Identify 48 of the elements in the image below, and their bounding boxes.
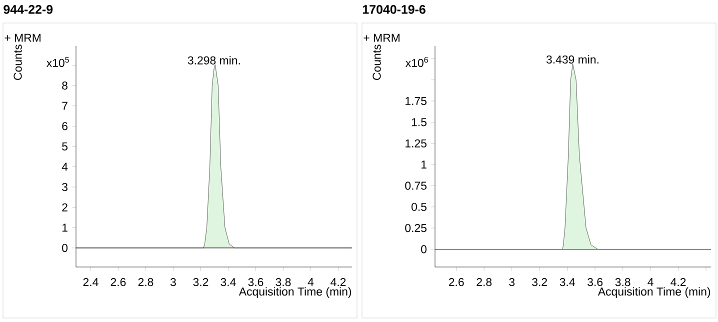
x-tick-label: 3.8 (276, 278, 291, 286)
x-tick-label: 4 (308, 278, 314, 286)
y-tick-label: 0 (62, 244, 68, 252)
x-tick-label: 3.6 (588, 278, 603, 286)
text: + MRM (364, 34, 400, 42)
x-tick-label: 4.2 (330, 278, 346, 286)
chart-title: 944-22-9 (4, 5, 53, 14)
y-tick-label: 0.25 (405, 224, 427, 232)
y-tick-label: 7 (62, 102, 68, 110)
y-tick-label: 5 (62, 142, 68, 150)
x-tick-label: 3.8 (615, 278, 630, 286)
x-tick-label: 3.2 (193, 278, 208, 286)
x-tick-label: 4.2 (670, 278, 686, 286)
x-tick-label: 4 (648, 278, 654, 286)
x-tick-label: 3.6 (248, 278, 264, 286)
y-tick-label: 0.75 (405, 182, 427, 190)
y-tick-label: 8 (62, 82, 68, 90)
x-tick-label: 3.4 (560, 278, 575, 286)
x-tick-label: 3 (170, 278, 176, 286)
x-tick-label: 2.4 (83, 278, 98, 286)
text: + MRM (4, 34, 40, 42)
y-tick-label: 1.5 (412, 118, 427, 126)
y-tick-label: 0 (421, 245, 427, 254)
y-axis-title: Counts (372, 44, 381, 80)
x-tick-label: 2.8 (138, 278, 154, 286)
y-tick-label: 1 (421, 160, 426, 168)
x-tick-label: 3 (509, 278, 515, 286)
y-tick-label: 6 (62, 122, 68, 130)
x-tick-label: 2.6 (110, 278, 126, 286)
x-axis-title: Acquisition Time (min) (598, 287, 710, 298)
x-tick-label: 3.2 (532, 278, 547, 286)
y-tick-label: 4 (62, 162, 68, 171)
x-tick-label: 2.6 (448, 278, 464, 286)
y-tick-label: 0.5 (412, 202, 427, 211)
chart-title: 17040-19-6 (362, 5, 426, 14)
annotation: 3.439 min. (546, 55, 598, 64)
x-axis-title: Acquisition Time (min) (238, 287, 352, 298)
x-tick-label: 3.4 (220, 278, 236, 286)
annotation: 3.298 min. (188, 56, 240, 64)
y-axis-title: Counts (14, 44, 22, 80)
y-tick-label: 2 (62, 203, 68, 212)
text: x10$^{5}$ (46, 57, 69, 67)
x-tick-label: 2.8 (476, 278, 492, 286)
y-tick-label: 1.25 (406, 139, 427, 148)
text: x10$^{6}$ (406, 56, 428, 68)
y-tick-label: 1.75 (406, 97, 427, 106)
y-tick-label: 3 (62, 182, 68, 192)
y-tick-label: 1 (62, 224, 68, 232)
